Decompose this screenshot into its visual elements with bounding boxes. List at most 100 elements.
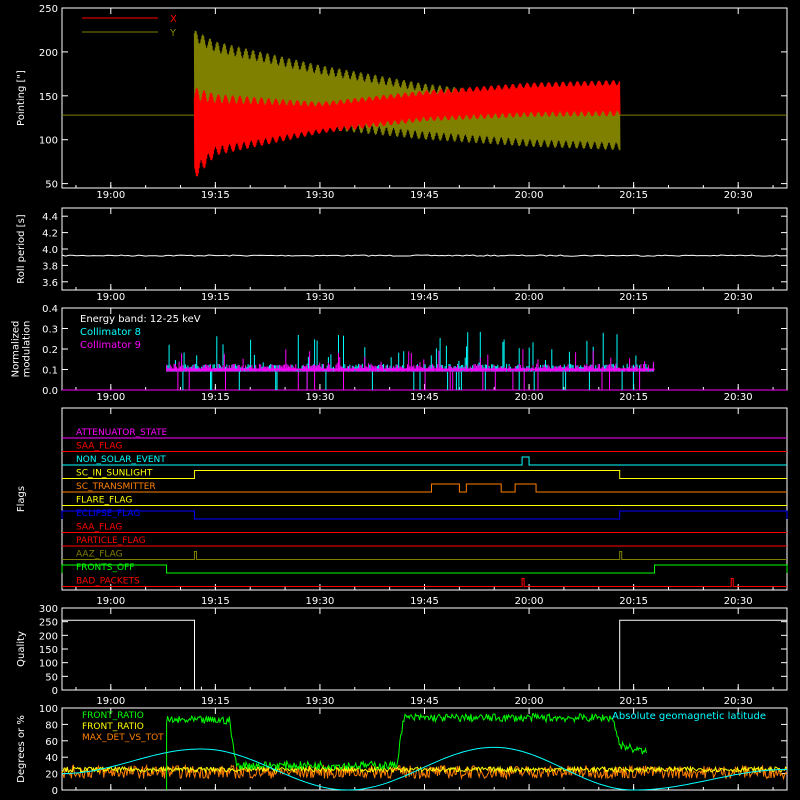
y-axis-label: Degrees or % bbox=[16, 715, 27, 783]
y-tick-label: 3.6 bbox=[42, 278, 58, 289]
y-tick-label: 4.0 bbox=[42, 245, 58, 256]
flag-trace bbox=[62, 470, 787, 479]
y-axis-label: Roll period [s] bbox=[16, 214, 27, 283]
y-tick-label: 0 bbox=[52, 686, 58, 697]
y-tick-label: 4.2 bbox=[42, 229, 58, 240]
x-tick-label: 19:00 bbox=[96, 696, 125, 707]
panel-modulation: 19:00 19:15 19:30 19:45 20:00 20:15 20:30 0.0 0.… bbox=[11, 304, 788, 403]
x-tick-label: 20:30 bbox=[724, 392, 753, 403]
flag-label: SC_TRANSMITTER bbox=[76, 482, 156, 492]
flag-trace bbox=[62, 483, 787, 493]
x-tick-label: 19:00 bbox=[96, 596, 125, 607]
plot-frame bbox=[61, 207, 788, 291]
x-tick-label: 19:00 bbox=[96, 292, 125, 303]
x-tick-label: 20:30 bbox=[724, 190, 753, 201]
plot-frame bbox=[61, 407, 788, 591]
modulation-trace-8 bbox=[166, 331, 654, 390]
flag-label: SC_IN_SUNLIGHT bbox=[76, 469, 153, 479]
y-axis-label: modulation bbox=[22, 321, 33, 378]
x-tick-label: 19:30 bbox=[306, 392, 335, 403]
y-tick-label: 50 bbox=[45, 672, 58, 683]
y-tick-label: 60 bbox=[45, 737, 58, 748]
flag-label: PARTICLE_FLAG bbox=[76, 536, 146, 546]
y-tick-label: 0.2 bbox=[42, 345, 58, 356]
panel-flags: 19:00 19:15 19:30 19:45 20:00 20:15 20:30 Flags… bbox=[16, 407, 788, 607]
annotation-geomagnetic: Absolute geomagnetic latitude bbox=[612, 711, 766, 722]
flag-trace bbox=[62, 578, 787, 587]
flag-trace bbox=[61, 510, 788, 520]
ratio-trace-1 bbox=[61, 765, 788, 774]
y-tick-label: 0.1 bbox=[42, 366, 58, 377]
x-tick-label: 19:00 bbox=[96, 190, 125, 201]
x-tick-label: 19:45 bbox=[410, 292, 439, 303]
x-tick-label: 19:45 bbox=[410, 596, 439, 607]
y-tick-label: 20 bbox=[45, 770, 58, 781]
legend-label-ratio: FRONT_RATIO bbox=[82, 711, 144, 721]
flag-label: FLARE_FLAG bbox=[76, 496, 132, 506]
panel-roll: 19:00 19:15 19:30 19:45 20:00 20:15 20:30 3.6 3.… bbox=[16, 207, 788, 303]
flag-trace bbox=[62, 456, 787, 466]
x-tick-label: 20:00 bbox=[515, 392, 544, 403]
y-tick-label: 150 bbox=[39, 645, 58, 656]
flag-label: FRONTS_OFF bbox=[76, 563, 134, 573]
x-tick-label: 20:30 bbox=[724, 292, 753, 303]
y-axis-label: Flags bbox=[16, 486, 27, 512]
legend-label-collimator-9: Collimator 9 bbox=[80, 340, 141, 351]
y-tick-label: 4.4 bbox=[42, 212, 58, 223]
x-tick-label: 20:00 bbox=[515, 696, 544, 707]
y-tick-label: 300 bbox=[39, 604, 58, 615]
x-tick-label: 19:15 bbox=[201, 596, 230, 607]
y-tick-label: 100 bbox=[39, 704, 58, 715]
x-tick-label: 19:30 bbox=[306, 292, 335, 303]
flag-label: ATTENUATOR_STATE bbox=[76, 428, 168, 438]
y-tick-label: 0.3 bbox=[42, 325, 58, 336]
flag-trace bbox=[61, 564, 788, 574]
flag-label: AAZ_FLAG bbox=[76, 550, 123, 560]
flag-label: SAA_FLAG bbox=[76, 523, 122, 533]
x-tick-label: 19:15 bbox=[201, 696, 230, 707]
legend-label-x: X bbox=[170, 14, 177, 25]
quality-trace bbox=[62, 619, 787, 691]
x-tick-label: 20:15 bbox=[619, 292, 648, 303]
flag-label: NON_SOLAR_EVENT bbox=[76, 455, 166, 465]
panel-ratios: 0 20 40 60 80 100 Degrees or % FRONT_RATIOFRONT… bbox=[16, 704, 788, 797]
x-tick-label: 19:30 bbox=[306, 696, 335, 707]
panel-pointing: 19:00 19:15 19:30 19:45 20:00 20:15 20:30 50 100… bbox=[16, 4, 788, 201]
x-tick-label: 19:30 bbox=[306, 190, 335, 201]
geomagnetic-latitude-trace bbox=[62, 746, 787, 791]
x-tick-label: 20:15 bbox=[619, 392, 648, 403]
x-tick-label: 19:00 bbox=[96, 392, 125, 403]
roll-period-trace bbox=[61, 254, 788, 257]
x-tick-label: 20:15 bbox=[619, 596, 648, 607]
front-ratio-trace bbox=[166, 712, 647, 790]
y-axis-label: Quality bbox=[16, 631, 27, 667]
y-axis-label: Pointing ["] bbox=[16, 70, 27, 126]
y-tick-label: 100 bbox=[39, 136, 58, 147]
flag-label: BAD_PACKETS bbox=[76, 577, 140, 587]
y-tick-label: 250 bbox=[39, 618, 58, 629]
y-tick-label: 50 bbox=[45, 180, 58, 191]
series-x-trace bbox=[193, 80, 621, 177]
flag-trace bbox=[62, 551, 787, 560]
annotation-energy-band: Energy band: 12-25 keV bbox=[80, 314, 201, 325]
x-tick-label: 19:15 bbox=[201, 190, 230, 201]
legend-label-y: Y bbox=[169, 28, 177, 39]
y-tick-label: 200 bbox=[39, 631, 58, 642]
flag-label: SAA_FLAG bbox=[76, 442, 122, 452]
legend-label-ratio: FRONT_RATIO bbox=[82, 722, 144, 732]
x-tick-label: 19:30 bbox=[306, 596, 335, 607]
x-tick-label: 20:00 bbox=[515, 190, 544, 201]
x-tick-label: 20:15 bbox=[619, 190, 648, 201]
y-tick-label: 100 bbox=[39, 659, 58, 670]
x-tick-label: 20:00 bbox=[515, 292, 544, 303]
legend-label-collimator-8: Collimator 8 bbox=[80, 327, 141, 338]
y-tick-label: 150 bbox=[39, 92, 58, 103]
y-axis-label: Normalized bbox=[11, 321, 22, 378]
y-tick-label: 40 bbox=[45, 753, 58, 764]
panel-quality: 19:00 19:15 19:30 19:45 20:00 20:15 20:30 0 50 10… bbox=[16, 604, 788, 707]
y-tick-label: 250 bbox=[39, 4, 58, 15]
x-tick-label: 20:30 bbox=[724, 696, 753, 707]
x-tick-label: 20:00 bbox=[515, 596, 544, 607]
legend-label-ratio: MAX_DET_VS_TOT bbox=[82, 733, 164, 743]
y-tick-label: 0 bbox=[52, 786, 58, 797]
